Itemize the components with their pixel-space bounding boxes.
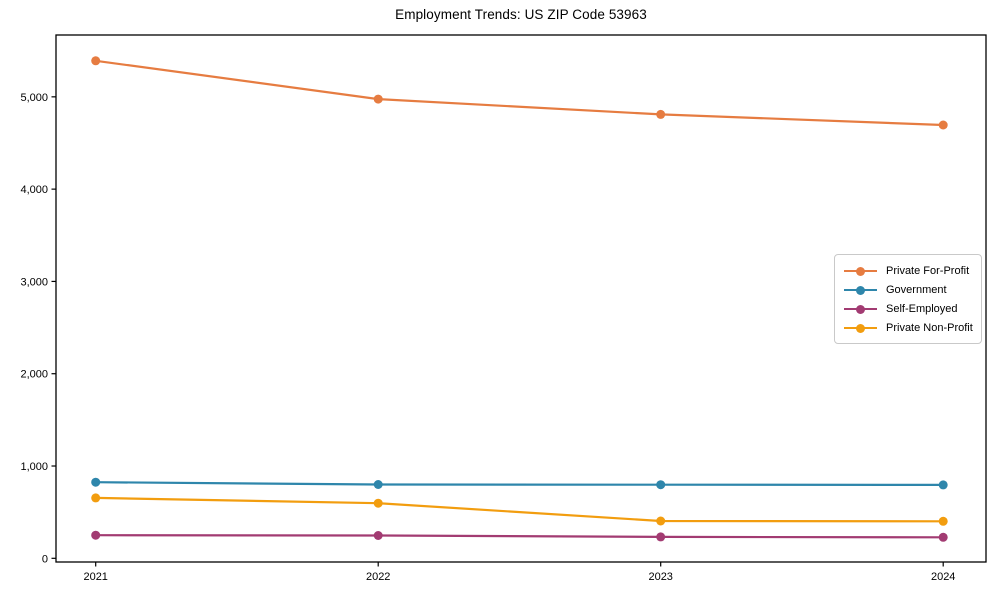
x-axis-tick-label: 2021	[83, 571, 107, 583]
data-point-private-non-profit-2021	[91, 493, 101, 503]
data-point-private-non-profit-2022	[373, 498, 383, 508]
legend-label-private-for-profit: Private For-Profit	[886, 265, 970, 277]
legend-swatch-government	[844, 285, 877, 295]
legend-swatch-self-employed	[844, 304, 877, 314]
legend-marker-dot	[856, 266, 865, 276]
y-axis-tick-label: 5,000	[20, 92, 48, 104]
legend-swatch-private-non-profit	[844, 323, 877, 333]
series-line-private-non-profit	[94, 496, 945, 523]
legend-label-self-employed: Self-Employed	[886, 303, 958, 315]
legend-label-government: Government	[886, 284, 947, 296]
data-point-private-for-profit-2021	[91, 56, 101, 66]
legend-label-private-non-profit: Private Non-Profit	[886, 322, 973, 334]
y-axis-tick-label: 1,000	[20, 461, 48, 473]
legend-swatch-private-for-profit	[844, 266, 877, 276]
axes-frame	[55, 34, 987, 563]
x-axis-tick-label: 2024	[931, 571, 955, 583]
data-point-self-employed-2022	[373, 531, 383, 540]
series-line-private-for-profit	[94, 59, 945, 127]
series-line-government	[94, 481, 945, 486]
data-point-government-2021	[91, 477, 101, 487]
y-axis-tick-label: 2,000	[20, 369, 48, 381]
data-point-private-for-profit-2024	[938, 120, 948, 130]
x-axis-tick-label: 2023	[648, 571, 672, 583]
data-point-government-2023	[656, 480, 666, 490]
y-axis-tick-label: 0	[42, 553, 48, 565]
data-point-private-for-profit-2023	[656, 109, 666, 119]
legend-item-private-non-profit: Private Non-Profit	[844, 319, 973, 337]
data-point-self-employed-2024	[938, 532, 948, 542]
x-axis-tick-label: 2022	[366, 571, 390, 583]
series-line-self-employed	[94, 534, 945, 539]
legend: Private For-Profit Government Self-Employe…	[834, 254, 982, 344]
data-point-private-non-profit-2023	[656, 516, 666, 526]
data-point-private-for-profit-2022	[373, 94, 383, 104]
data-point-self-employed-2021	[91, 530, 101, 540]
legend-item-private-for-profit: Private For-Profit	[844, 262, 972, 280]
legend-marker-dot	[856, 285, 865, 295]
legend-item-self-employed: Self-Employed	[844, 300, 972, 318]
data-point-private-non-profit-2024	[938, 516, 948, 526]
legend-marker-dot	[856, 304, 865, 314]
y-axis-tick-label: 3,000	[20, 276, 48, 288]
y-axis-tick-label: 4,000	[20, 184, 48, 196]
data-point-self-employed-2023	[656, 532, 666, 542]
chart-title: Employment Trends: US ZIP Code 53963	[395, 7, 647, 22]
legend-marker-dot	[856, 323, 865, 333]
data-point-government-2024	[938, 480, 948, 490]
legend-item-government: Government	[844, 281, 972, 299]
data-point-government-2022	[373, 480, 383, 489]
